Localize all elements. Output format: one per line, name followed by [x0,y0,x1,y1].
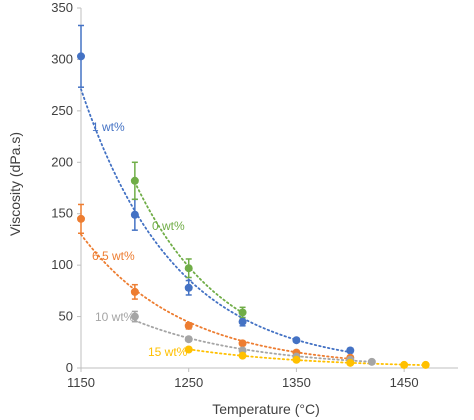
y-tick-label: 300 [51,51,73,66]
data-point [400,360,409,369]
data-point [130,312,139,321]
series-labels: 1 wt% 0 wt% 6.5 wt% 10 wt% 15 wt% [92,120,188,359]
data-point [77,52,85,61]
y-tick-label: 150 [51,206,73,221]
series-label: 10 wt% [95,310,135,324]
series-label: 15 wt% [148,345,188,359]
axes: 0 50 100 150 200 250 300 350 1150 1250 1350 1450 [51,0,458,390]
data-point [421,360,430,369]
data-point [130,287,139,296]
series-label: 1 wt% [92,120,125,134]
data-point [238,339,247,348]
data-point [292,355,301,364]
y-tick-label: 350 [51,0,73,15]
y-axis-title: Viscosity (dPa.s) [7,132,23,236]
x-tick-label: 1250 [174,375,203,390]
data-point [184,321,193,330]
data-point [77,214,85,223]
data-points [77,52,430,369]
x-tick-label: 1350 [282,375,311,390]
data-point [184,264,193,273]
x-axis-title: Temperature (°C) [212,401,320,417]
series-label: 6.5 wt% [92,249,135,263]
data-point [184,283,193,292]
y-tick-label: 0 [66,360,73,375]
data-point [184,335,193,344]
x-tick-label: 1150 [67,375,95,390]
y-tick-label: 50 [59,309,73,324]
trendline [80,88,352,354]
data-point [130,176,139,185]
data-point [292,336,301,345]
y-tick-label: 100 [51,257,73,272]
trendline [133,319,373,363]
trendline [80,233,352,360]
data-point [238,308,247,317]
y-tick-label: 200 [51,154,73,169]
data-point [346,346,355,355]
data-point [346,358,355,367]
data-point [367,357,376,366]
data-point [238,317,247,326]
data-point [238,351,247,360]
data-point [184,345,193,354]
series-label: 0 wt% [152,219,185,233]
trendline [187,348,427,367]
y-tick-label: 250 [51,103,73,118]
data-point [130,210,139,219]
x-tick-label: 1450 [390,375,419,390]
